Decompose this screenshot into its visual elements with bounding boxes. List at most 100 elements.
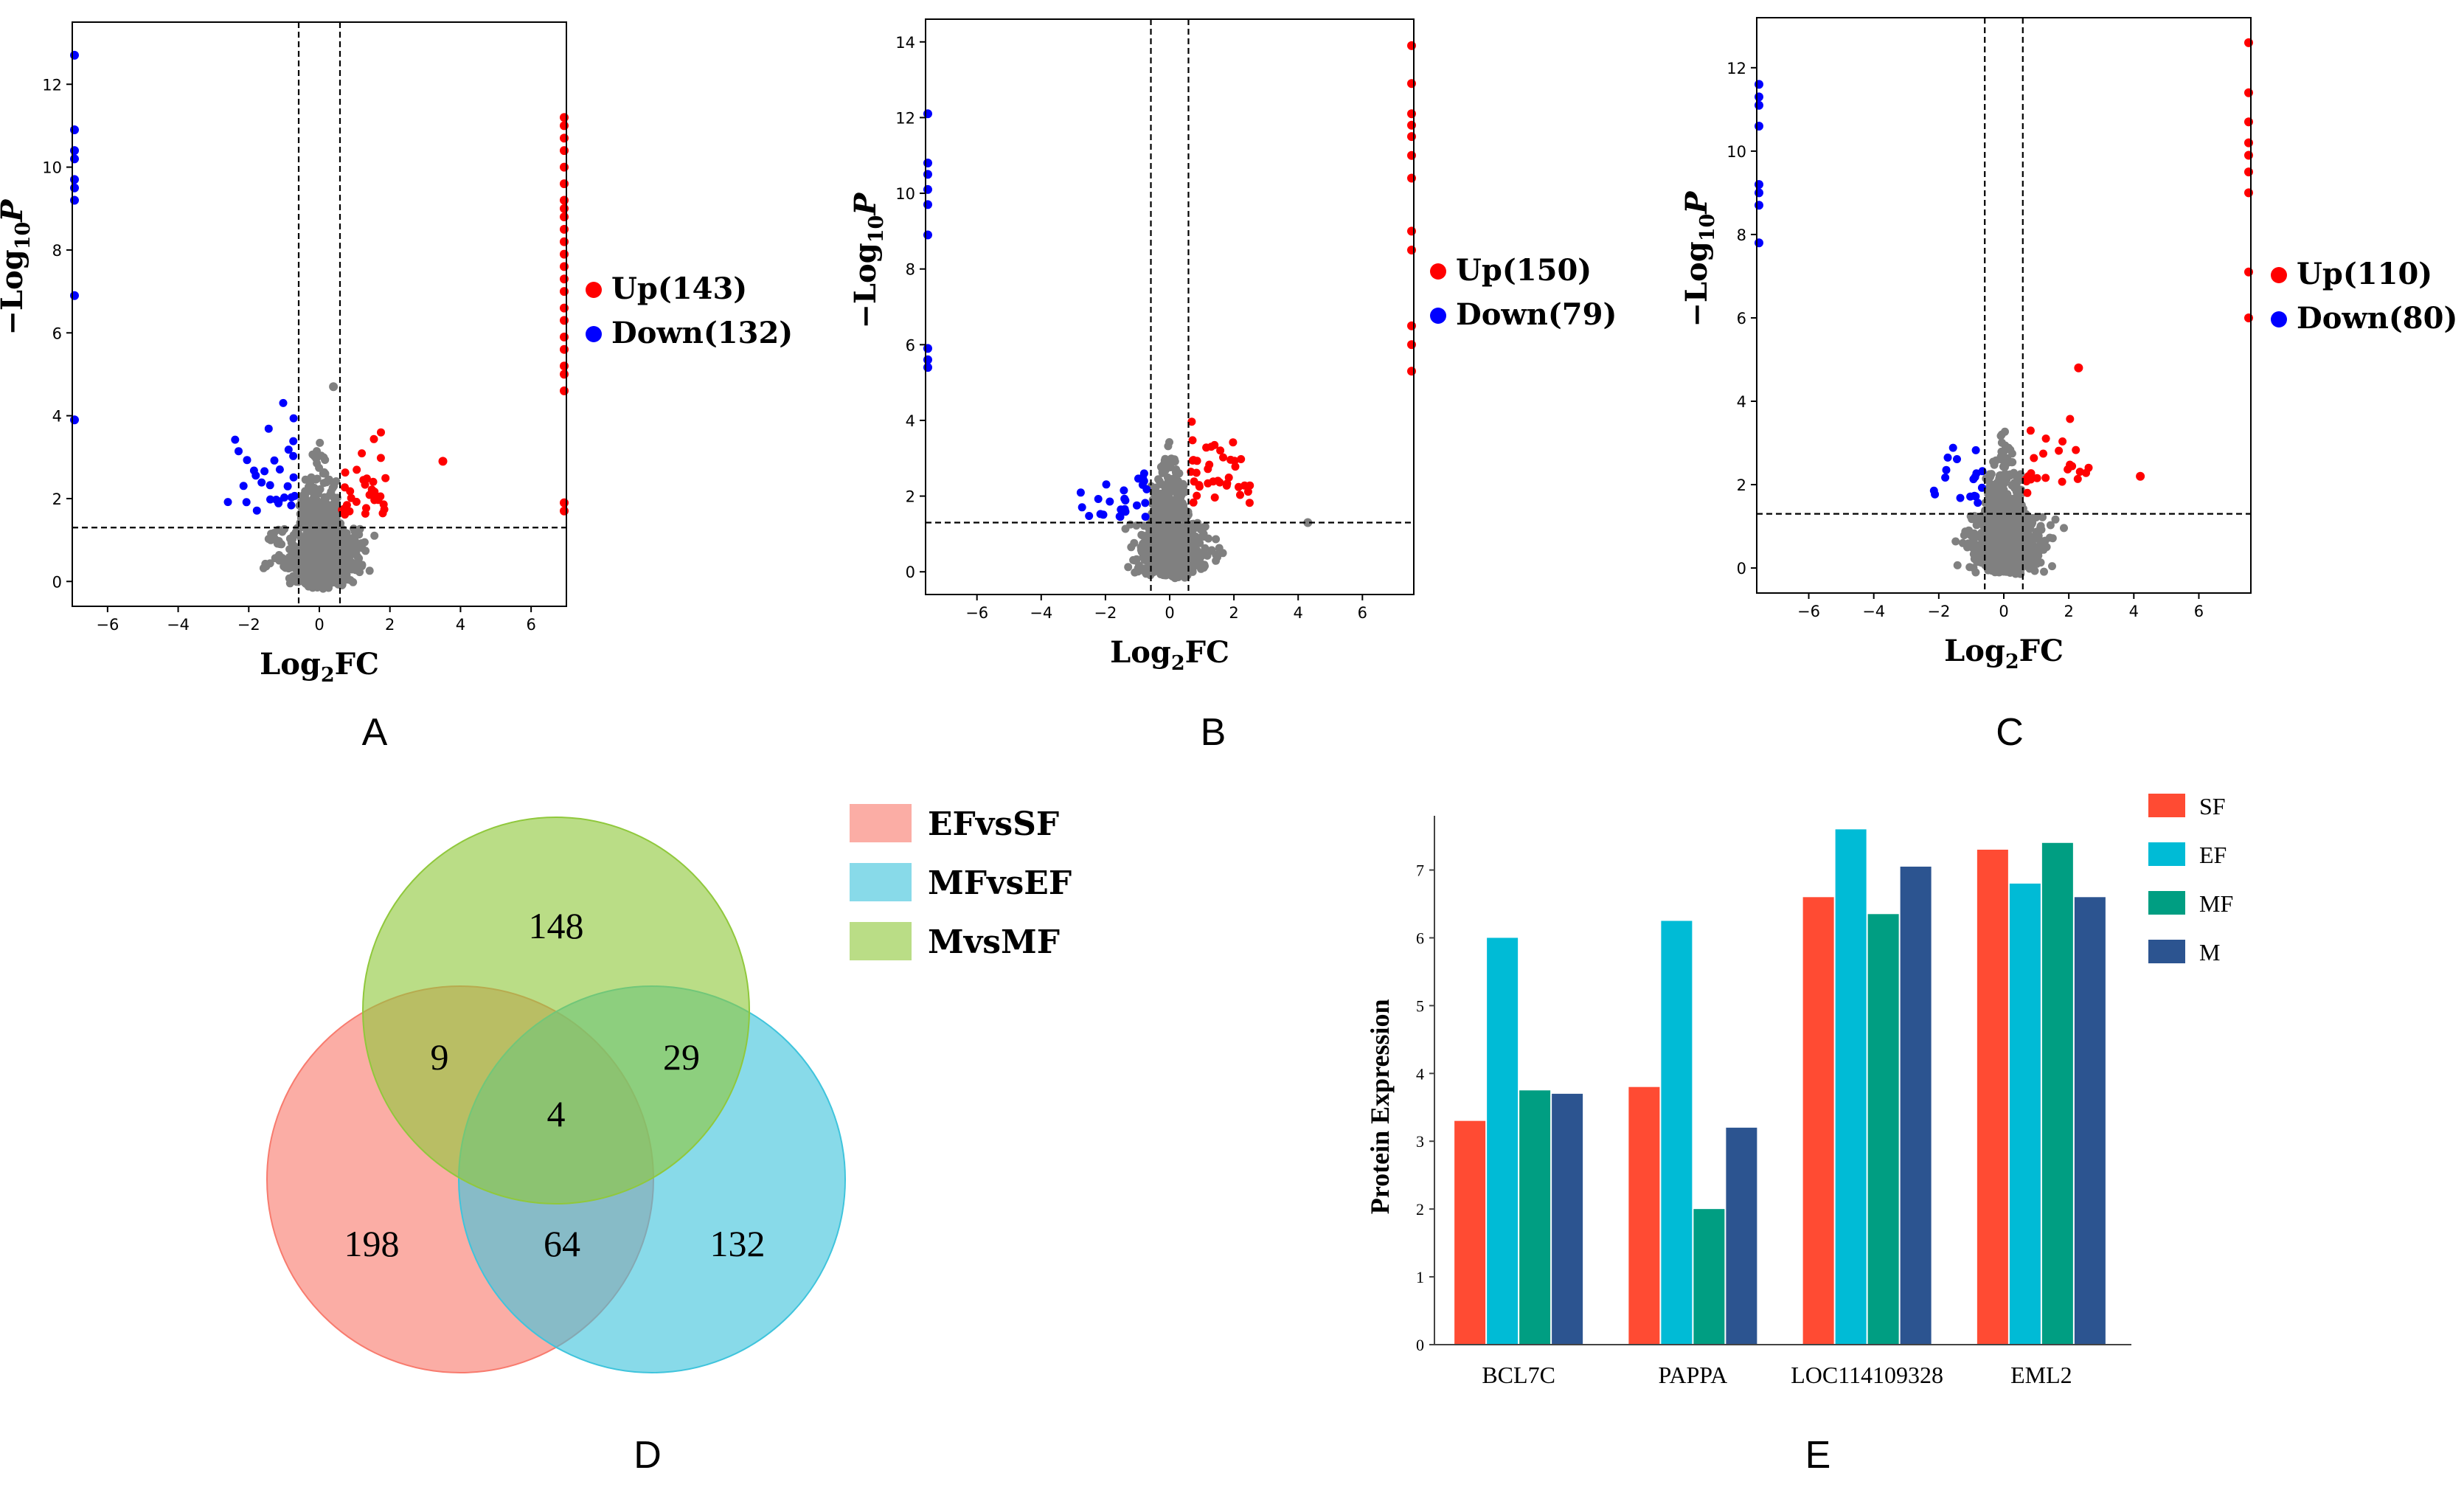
point-ns: [1173, 540, 1182, 549]
point-ns: [313, 447, 321, 456]
point-ns: [321, 497, 330, 506]
scatter-points: [1755, 38, 2253, 578]
y-axis-title: −Log10P: [0, 198, 35, 336]
point-down: [270, 456, 279, 465]
point-ns: [1953, 561, 1962, 569]
legend: Up(143) Down(132): [586, 271, 793, 350]
point-up-edge: [560, 204, 569, 213]
point-ns: [299, 558, 308, 566]
legend-marker: [586, 326, 602, 342]
legend: Up(110) Down(80): [2271, 257, 2457, 336]
point-ns: [2011, 494, 2019, 503]
point-ns: [1134, 564, 1142, 572]
point-up: [1246, 481, 1254, 490]
x-tick-label: 4: [1294, 604, 1303, 622]
point-down-edge: [923, 230, 932, 240]
point-ns: [313, 489, 322, 498]
point-ns: [1988, 492, 1996, 501]
legend-marker: [2271, 311, 2287, 327]
bar-SF-BCL7C: [1454, 1120, 1486, 1345]
point-down: [1139, 469, 1148, 478]
point-up-edge: [2244, 138, 2253, 148]
point-ns: [285, 534, 294, 543]
x-tick-label: −6: [1797, 603, 1820, 620]
point-down: [266, 495, 274, 504]
point-ns: [285, 545, 294, 554]
point-up: [2058, 437, 2067, 446]
point-ns: [316, 543, 325, 552]
point-ns: [1993, 550, 2002, 559]
point-up: [1235, 482, 1243, 491]
point-down-edge: [1755, 201, 1763, 210]
y-tick-label: 12: [1726, 60, 1746, 77]
point-ns: [2027, 542, 2036, 551]
y-axis-title: −Log10P: [1679, 190, 1719, 327]
point-up: [381, 474, 390, 482]
panel-labels: A B C D E: [362, 711, 2024, 1477]
point-ns: [304, 519, 313, 527]
point-ns: [309, 527, 318, 536]
legend-swatch: [850, 922, 912, 960]
point-ns: [2040, 567, 2048, 576]
point-up-edge: [560, 146, 569, 156]
point-down: [283, 482, 292, 491]
point-ns: [1986, 548, 1995, 557]
point-up: [2033, 474, 2041, 482]
point-down-edge: [1755, 100, 1763, 110]
point-up-edge: [560, 274, 569, 284]
region-MFvsEF-MvsMF: 29: [663, 1036, 700, 1078]
point-ns: [1974, 516, 1983, 524]
legend-label: MvsMF: [928, 923, 1060, 961]
point-up-edge: [560, 344, 569, 354]
point-down: [235, 447, 243, 456]
region-EFvsSF-MFvsEF: 64: [544, 1223, 580, 1264]
bar-legend: SF EF MF M: [2148, 793, 2233, 966]
point-up-edge: [560, 316, 569, 325]
point-up-edge: [1407, 41, 1416, 50]
point-up: [1193, 491, 1201, 500]
point-down: [1953, 455, 1961, 463]
point-ns: [316, 438, 325, 447]
x-tick-label: 2: [385, 616, 395, 634]
point-down: [284, 446, 293, 454]
point-up: [1188, 456, 1197, 465]
point-ns: [347, 538, 355, 547]
point-down-edge: [70, 195, 79, 205]
point-ns: [1996, 454, 2005, 463]
x-tick-label: 2: [1229, 604, 1238, 622]
volcano-plot-B: −6 −4 −2 0 2 4 6 0 2 4 6 8 10 12 14 Log2FC −Log10P Up(150…: [848, 18, 1617, 675]
legend-marker: [1430, 263, 1446, 280]
point-ns: [1993, 541, 2002, 550]
y-tick-label: 4: [906, 412, 915, 430]
point-ns: [2005, 561, 2013, 570]
point-ns: [1982, 533, 1991, 541]
point-ns: [310, 547, 319, 555]
point-up-edge: [560, 162, 569, 172]
legend-swatch: [2148, 794, 2185, 817]
point-ns: [2051, 515, 2060, 524]
point-ns: [298, 492, 307, 501]
point-up: [1230, 457, 1239, 465]
point-up-edge: [560, 303, 569, 313]
point-ns: [1976, 557, 1985, 566]
point-up: [379, 500, 388, 509]
bar-M-BCL7C: [1552, 1093, 1583, 1345]
point-down: [1943, 453, 1952, 462]
point-ns: [340, 547, 349, 555]
point-up: [2075, 468, 2084, 476]
point-ns: [307, 473, 316, 482]
point-ns: [1154, 475, 1163, 484]
point-ns: [370, 531, 379, 540]
point-up: [1224, 474, 1233, 482]
point-ns: [2010, 522, 2019, 531]
panel-label-A: A: [362, 711, 388, 754]
point-ns: [1212, 556, 1221, 565]
point-up: [374, 496, 383, 505]
y-tick-label: 0: [1737, 560, 1746, 578]
point-up: [1216, 446, 1225, 455]
bar-SF-LOC114109328: [1802, 897, 1834, 1345]
y-tick-label: 12: [895, 109, 915, 127]
y-tick-label: 3: [1416, 1132, 1424, 1151]
y-axis-title: Protein Expression: [1365, 999, 1395, 1214]
point-down: [1076, 488, 1085, 497]
